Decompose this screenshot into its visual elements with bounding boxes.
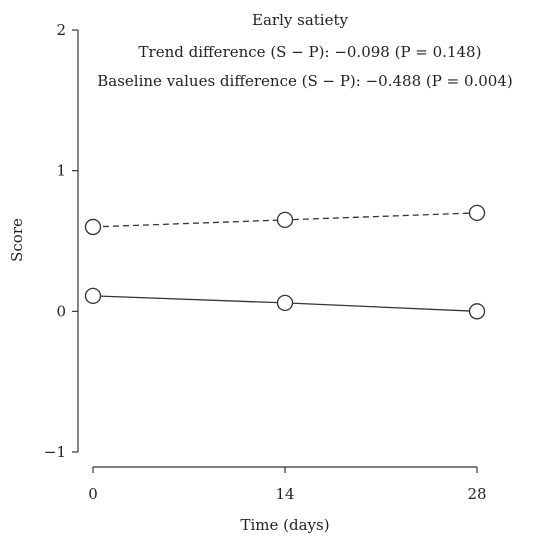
series-1-point bbox=[468, 204, 486, 222]
y-tick-label: −1 bbox=[44, 443, 66, 461]
x-tick-label: 14 bbox=[275, 485, 294, 503]
x-tick-label: 28 bbox=[467, 485, 486, 503]
series-1-point bbox=[84, 218, 102, 236]
series-1-point bbox=[276, 211, 294, 229]
y-tick-label: 2 bbox=[56, 21, 66, 39]
series-2-point bbox=[84, 287, 102, 305]
series-2-point bbox=[468, 303, 486, 320]
series-2-point bbox=[276, 294, 294, 312]
y-tick-label: 0 bbox=[56, 302, 66, 320]
x-axis-title: Time (days) bbox=[240, 516, 329, 534]
baseline-difference-annotation: Baseline values difference (S − P): −0.4… bbox=[97, 72, 512, 90]
chart-title: Early satiety bbox=[252, 11, 348, 29]
y-axis-title: Score bbox=[8, 218, 26, 262]
y-tick-label: 1 bbox=[56, 162, 66, 180]
trend-difference-annotation: Trend difference (S − P): −0.098 (P = 0.… bbox=[139, 43, 482, 61]
x-tick-label: 0 bbox=[88, 485, 98, 503]
